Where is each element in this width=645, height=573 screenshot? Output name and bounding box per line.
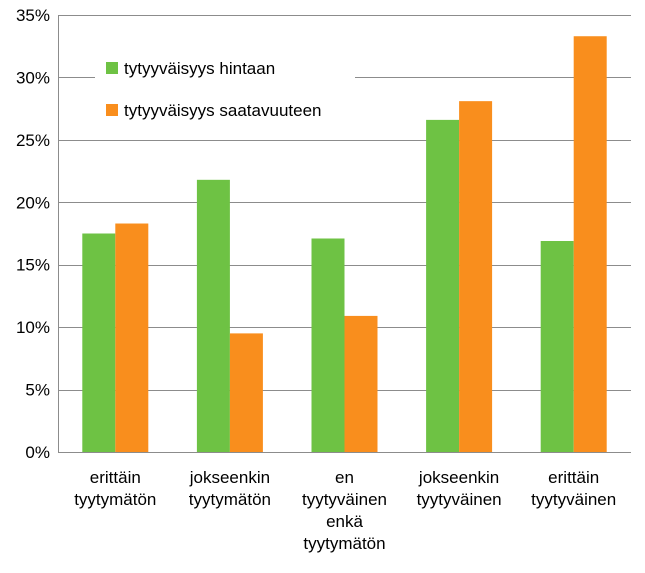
- bar-hintaan: [311, 238, 345, 452]
- y-tick-label: 15%: [16, 256, 50, 275]
- y-tick-label: 0%: [25, 443, 50, 462]
- legend-swatch: [106, 62, 118, 74]
- bar-hintaan: [426, 119, 460, 452]
- bar-hintaan: [540, 240, 574, 452]
- y-tick-label: 5%: [25, 381, 50, 400]
- x-category-label: jokseenkin tyytymätön: [189, 468, 271, 509]
- x-category-label: erittäin tyytyväinen: [531, 468, 616, 509]
- bar-saatavuuteen: [459, 101, 493, 452]
- axes: 0% 5% 10% 15% 20% 25% 30% 35% erittäin tyytymätön…: [16, 6, 631, 553]
- y-tick-label: 35%: [16, 6, 50, 25]
- x-category-label: erittäin tyytymätön: [74, 468, 156, 509]
- x-category-label: en tyytyväinen enkä tyytymätön: [302, 468, 387, 553]
- bar-saatavuuteen: [115, 223, 149, 452]
- y-tick-label: 10%: [16, 318, 50, 337]
- x-category-label: jokseenkin tyytyväinen: [417, 468, 502, 509]
- y-tick-label: 25%: [16, 131, 50, 150]
- legend: tytyyväisyys hintaan tytyyväisyys saatavu…: [95, 50, 355, 130]
- legend-background: [95, 50, 355, 130]
- bar-hintaan: [82, 233, 116, 452]
- legend-label: tytyyväisyys saatavuuteen: [124, 101, 321, 120]
- bars: [82, 36, 607, 453]
- bar-saatavuuteen: [344, 315, 378, 452]
- y-tick-label: 30%: [16, 68, 50, 87]
- bar-saatavuuteen: [573, 36, 607, 453]
- bar-hintaan: [196, 179, 230, 452]
- legend-label: tytyyväisyys hintaan: [124, 59, 275, 78]
- legend-swatch: [106, 104, 118, 116]
- y-tick-label: 20%: [16, 193, 50, 212]
- bar-saatavuuteen: [229, 333, 263, 452]
